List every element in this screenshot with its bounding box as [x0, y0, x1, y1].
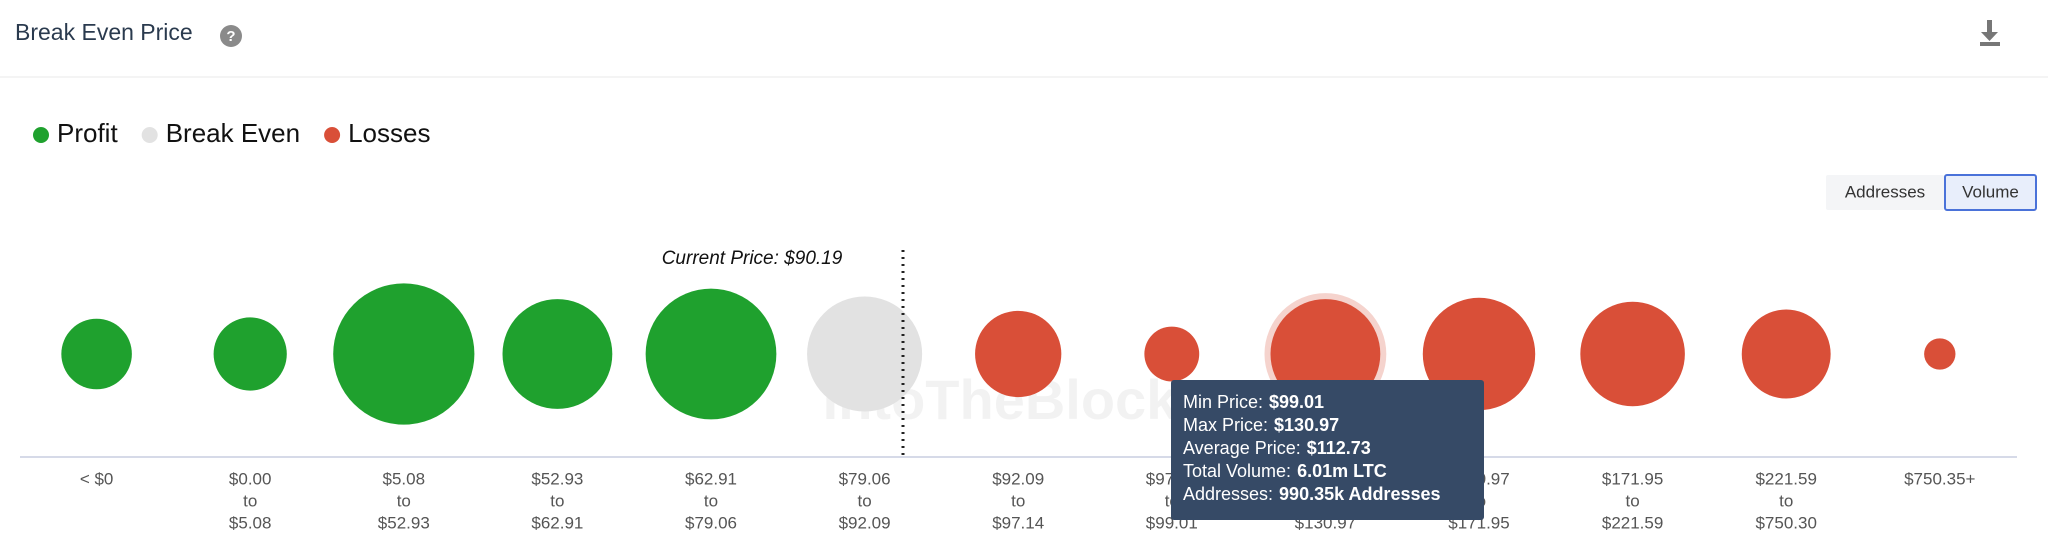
tooltip-value: $99.01	[1269, 392, 1324, 412]
bubble[interactable]	[1144, 326, 1200, 382]
bubble[interactable]	[1924, 338, 1956, 370]
legend-marker	[324, 127, 341, 143]
tooltip-value: $112.73	[1307, 438, 1371, 458]
x-tick-label: $79.06	[685, 513, 737, 532]
x-tick-label: $52.93	[531, 469, 583, 488]
x-tick-label: $0.00	[229, 469, 272, 488]
tooltip-value: 6.01m LTC	[1297, 461, 1387, 481]
x-tick-label: $92.09	[839, 513, 891, 532]
legend-marker	[33, 127, 49, 143]
tooltip-key: Max Price:	[1183, 415, 1268, 435]
x-tick-label: $97.14	[992, 513, 1044, 532]
x-tick-label: $221.59	[1755, 469, 1816, 488]
legend-label: Profit	[57, 118, 118, 148]
bubble[interactable]	[502, 299, 613, 409]
x-tick-label: to	[550, 491, 564, 510]
bubble[interactable]	[975, 310, 1062, 398]
current-price-label: Current Price: $90.19	[662, 248, 843, 269]
svg-text:?: ?	[226, 28, 235, 45]
bubble[interactable]	[1741, 309, 1831, 399]
x-tick-label: < $0	[80, 469, 114, 488]
chart-title: Break Even Price	[15, 19, 193, 45]
x-tick-label: to	[704, 491, 718, 510]
tooltip-key: Addresses:	[1183, 484, 1273, 504]
x-tick-label: $62.91	[531, 513, 583, 532]
toggle-button[interactable]	[1826, 175, 1944, 210]
legend-label: Losses	[348, 118, 430, 148]
tooltip-value: $130.97	[1274, 415, 1339, 435]
tooltip-box	[1171, 380, 1484, 520]
tooltip-value: 990.35k Addresses	[1279, 484, 1440, 504]
x-tick-label: $5.08	[229, 513, 272, 532]
x-tick-label: $62.91	[685, 469, 737, 488]
bubble[interactable]	[213, 317, 287, 391]
x-tick-label: to	[1011, 491, 1025, 510]
tooltip-key: Min Price:	[1183, 392, 1263, 412]
bubble[interactable]	[333, 283, 475, 425]
bubble[interactable]	[1580, 301, 1685, 407]
toggle-button-label: Volume	[1962, 182, 2019, 201]
x-tick-label: $750.30	[1755, 513, 1816, 532]
bubble[interactable]	[61, 318, 132, 390]
legend-label: Break Even	[166, 118, 300, 148]
x-tick-label: $5.08	[383, 469, 426, 488]
x-tick-label: $221.59	[1602, 513, 1663, 532]
x-tick-label: to	[1626, 491, 1640, 510]
legend-marker	[141, 127, 158, 143]
tooltip-key: Average Price:	[1183, 438, 1301, 458]
download-icon[interactable]	[1980, 20, 2000, 46]
toggle-button[interactable]	[1944, 174, 2037, 211]
bubble[interactable]	[807, 296, 923, 412]
x-tick-label: to	[397, 491, 411, 510]
x-tick-label: $171.95	[1602, 469, 1663, 488]
x-tick-label: $750.35+	[1904, 469, 1975, 488]
x-tick-label: to	[858, 491, 872, 510]
x-tick-label: to	[243, 491, 257, 510]
x-tick-label: $79.06	[839, 469, 891, 488]
toggle-button-label: Addresses	[1845, 182, 1925, 201]
x-tick-label: $52.93	[378, 513, 430, 532]
x-tick-label: to	[1779, 491, 1793, 510]
x-tick-label: $92.09	[992, 469, 1044, 488]
tooltip-key: Total Volume:	[1183, 461, 1291, 481]
bubble[interactable]	[645, 288, 777, 420]
help-icon[interactable]: ?	[220, 25, 242, 47]
